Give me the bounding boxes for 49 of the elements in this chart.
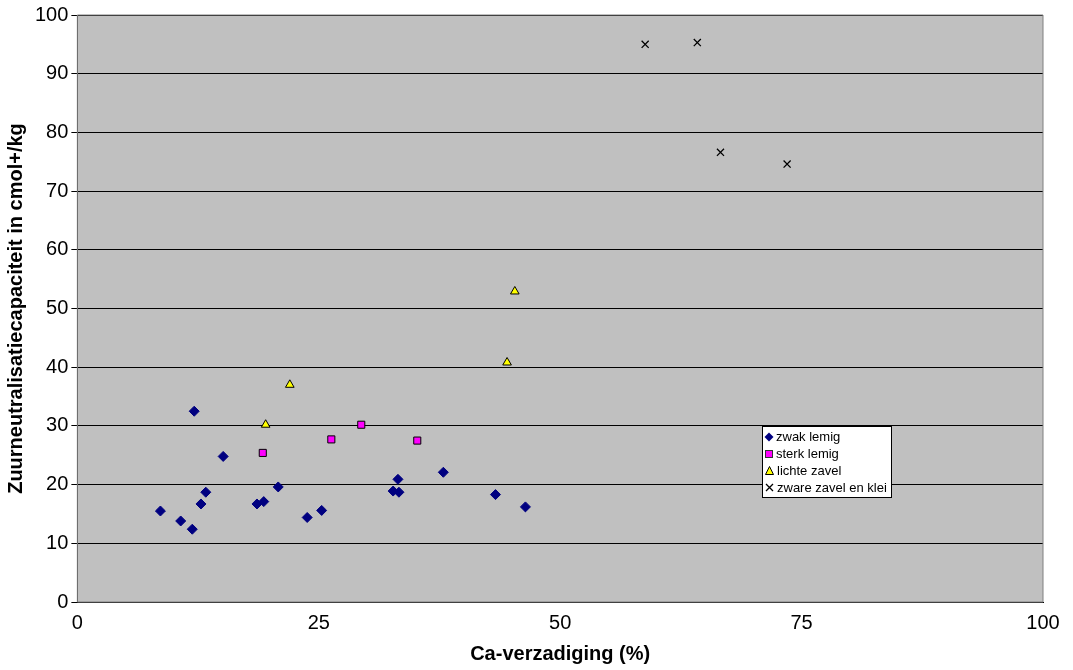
y-axis-title: Zuurneutralisatiecapaciteit in cmol+/kg [3, 123, 26, 494]
y-tick-label: 100 [34, 2, 69, 25]
point [782, 159, 792, 169]
point [258, 496, 270, 508]
legend-label: zware zavel en klei [777, 479, 887, 496]
y-tick-label: 60 [46, 237, 69, 260]
point [272, 481, 284, 493]
point [716, 148, 725, 157]
point [195, 498, 207, 510]
point [260, 419, 271, 428]
x-tick-label: 0 [71, 610, 83, 633]
point [316, 504, 328, 516]
point [413, 436, 422, 445]
y-tick-label: 80 [46, 119, 69, 142]
point [519, 501, 531, 513]
point [188, 405, 200, 417]
x-tick-label: 50 [549, 610, 572, 633]
point [258, 448, 267, 457]
x-tick-label: 100 [1026, 610, 1060, 633]
y-tick-label: 90 [46, 61, 69, 84]
y-tick-label: 40 [46, 354, 69, 377]
point [327, 435, 336, 444]
point [509, 285, 520, 295]
point [217, 450, 229, 462]
point [640, 40, 650, 49]
point [154, 505, 166, 517]
x-tick-label: 25 [307, 610, 330, 633]
point [175, 515, 187, 527]
y-tick-label: 10 [46, 530, 69, 553]
point [284, 379, 295, 388]
x-tick-label: 75 [790, 610, 813, 633]
point [186, 523, 198, 535]
point [489, 489, 501, 501]
legend-label: lichte zavel [777, 462, 842, 479]
y-tick-label: 50 [46, 296, 69, 319]
point [301, 511, 313, 523]
point [437, 466, 449, 478]
y-tick-label: 70 [46, 178, 69, 201]
y-tick-label: 30 [46, 413, 69, 436]
x-axis-title: Ca-verzadiging (%) [470, 641, 651, 664]
point [200, 486, 212, 498]
point [693, 38, 702, 47]
point [502, 357, 512, 366]
point [357, 420, 366, 429]
y-tick-label: 20 [46, 472, 69, 495]
point [392, 473, 404, 485]
y-tick-label: 0 [57, 589, 69, 612]
legend-label: sterk lemig [776, 445, 839, 462]
legend-label: zwak lemig [776, 428, 841, 445]
